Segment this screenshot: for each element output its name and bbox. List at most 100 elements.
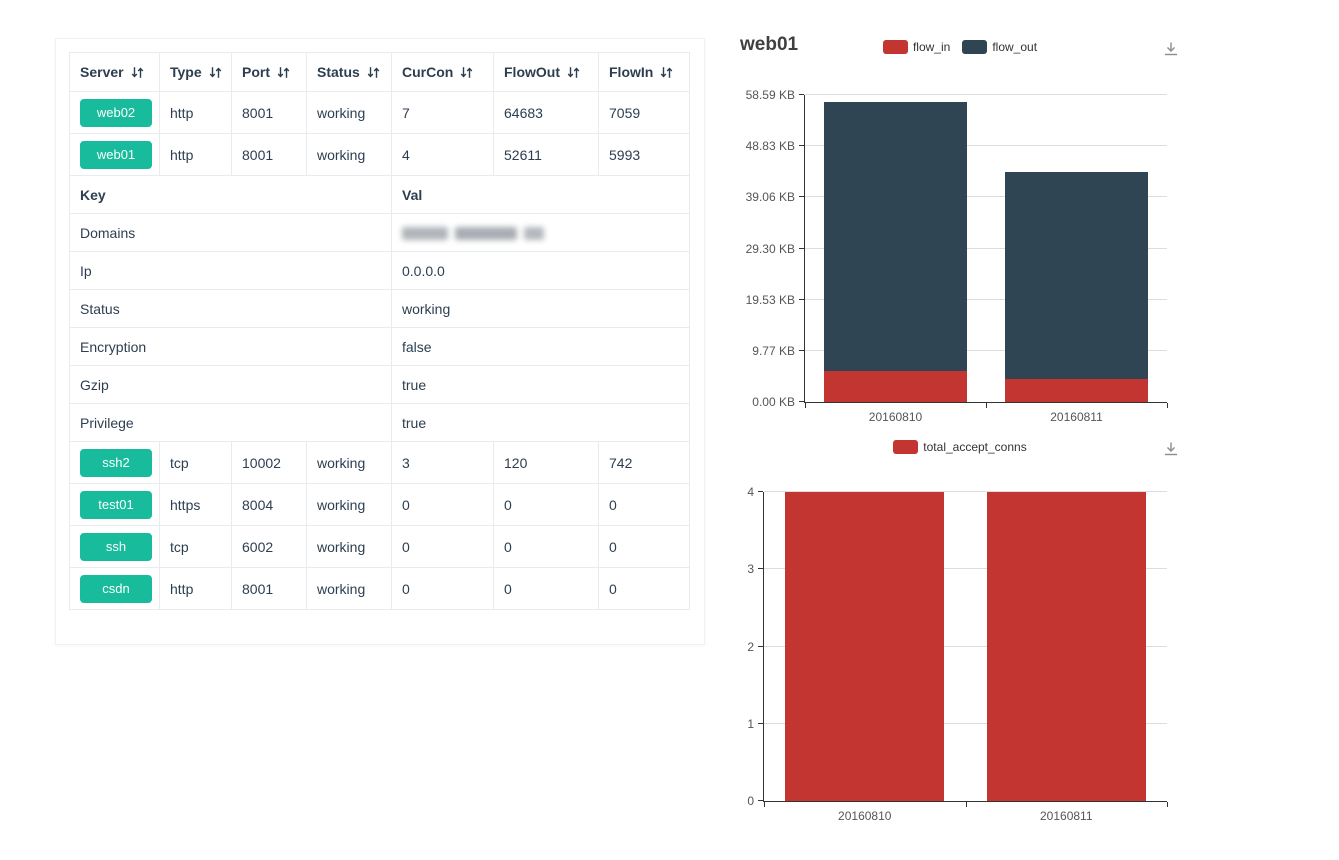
table-row: ssh tcp 6002 working 0 0 0: [69, 525, 690, 568]
legend-item-flow-in[interactable]: flow_in: [882, 40, 950, 54]
bar-segment-total_accept_conns[interactable]: [986, 492, 1146, 801]
kv-key-cell: Gzip: [69, 365, 392, 404]
redacted-block: [402, 227, 448, 241]
bar-segment-flow_in[interactable]: [1005, 378, 1148, 402]
bar-segment-total_accept_conns[interactable]: [785, 492, 945, 801]
cell-flowout: 120: [493, 441, 599, 484]
chart-legend: total_accept_conns: [730, 440, 1190, 454]
cell-server: ssh: [69, 525, 160, 568]
y-axis-label: 48.83 KB: [745, 139, 795, 154]
download-icon[interactable]: [1162, 440, 1180, 458]
kv-row: Domains: [69, 213, 690, 252]
sort-icon[interactable]: [660, 66, 673, 79]
y-axis-tick: [799, 145, 804, 147]
col-label: CurCon: [402, 64, 454, 80]
legend-item-total-accept-conns[interactable]: total_accept_conns: [893, 440, 1027, 454]
x-axis-tick: [764, 802, 765, 807]
cell-flowin: 0: [598, 567, 690, 610]
kv-key-cell: Domains: [69, 213, 392, 252]
kv-val-header: Val: [391, 175, 690, 214]
sort-icon[interactable]: [277, 66, 290, 79]
cell-flowin: 0: [598, 525, 690, 568]
server-table-body: Server Type Port Status CurCon FlowOut FlowIn …: [69, 52, 690, 610]
kv-key-cell: Ip: [69, 251, 392, 290]
col-header-flowin[interactable]: FlowIn: [598, 52, 690, 92]
cell-type: tcp: [159, 525, 232, 568]
cell-status: working: [306, 483, 392, 526]
kv-row: Privilege true: [69, 403, 690, 442]
x-axis-label: 20160811: [1040, 809, 1093, 823]
cell-server: web02: [69, 91, 160, 134]
cell-curcon: 4: [391, 133, 494, 176]
y-axis-tick: [799, 94, 804, 95]
legend-item-flow-out[interactable]: flow_out: [962, 40, 1037, 54]
y-axis-label: 0.00 KB: [752, 395, 795, 409]
cell-status: working: [306, 91, 392, 134]
col-header-type[interactable]: Type: [159, 52, 232, 92]
table-header-row: Server Type Port Status CurCon FlowOut FlowIn: [69, 52, 690, 92]
server-button[interactable]: test01: [80, 490, 152, 519]
y-axis-label: 29.30 KB: [745, 241, 795, 256]
gridline: [805, 298, 1167, 300]
y-axis-tick: [758, 645, 763, 647]
sort-icon[interactable]: [567, 66, 580, 79]
chart-plot-area: 0 1 2 3 4 20160810 20160811: [747, 485, 1168, 823]
sort-icon[interactable]: [131, 66, 144, 79]
kv-key-header: Key: [69, 175, 392, 214]
server-button[interactable]: web01: [80, 140, 152, 169]
kv-key-cell: Status: [69, 289, 392, 328]
cell-server: ssh2: [69, 441, 160, 484]
chart-legend: flow_in flow_out: [730, 40, 1190, 54]
server-button[interactable]: ssh: [80, 532, 152, 561]
col-header-status[interactable]: Status: [306, 52, 392, 92]
legend-label: flow_out: [992, 40, 1038, 54]
col-label: FlowIn: [609, 64, 654, 80]
x-axis-label: 20160811: [1050, 410, 1103, 424]
server-button[interactable]: csdn: [80, 574, 152, 603]
col-label: Port: [242, 64, 270, 80]
bar-segment-flow_out[interactable]: [1005, 171, 1148, 379]
y-axis-label: 58.59 KB: [745, 88, 795, 102]
cell-flowin: 5993: [598, 133, 690, 176]
cell-curcon: 0: [391, 567, 494, 610]
conns-chart-panel: total_accept_conns 0 1 2 3 4 20160810 20160811: [730, 428, 1190, 838]
x-axis-label: 20160810: [838, 809, 892, 823]
flow-chart-panel: web01 flow_in flow_out 0.00 KB 9.77 KB 19.…: [730, 28, 1190, 428]
col-header-curcon[interactable]: CurCon: [391, 52, 494, 92]
cell-server: web01: [69, 133, 160, 176]
bar-segment-flow_out[interactable]: [824, 102, 967, 372]
cell-port: 10002: [231, 441, 307, 484]
y-axis-tick: [799, 349, 804, 351]
cell-type: https: [159, 483, 232, 526]
cell-curcon: 3: [391, 441, 494, 484]
cell-type: http: [159, 567, 232, 610]
cell-flowout: 0: [493, 525, 599, 568]
cell-flowout: 0: [493, 483, 599, 526]
server-button[interactable]: ssh2: [80, 448, 152, 477]
sort-icon[interactable]: [209, 66, 222, 79]
col-header-flowout[interactable]: FlowOut: [493, 52, 599, 92]
server-table: Server Type Port Status CurCon FlowOut FlowIn …: [69, 52, 690, 610]
sort-icon[interactable]: [460, 66, 473, 79]
x-axis-tick: [805, 403, 806, 408]
cell-type: http: [159, 133, 232, 176]
y-axis-tick: [758, 491, 763, 492]
kv-header-row: Key Val: [69, 175, 690, 214]
legend-swatch: [882, 40, 908, 54]
y-axis-tick: [799, 247, 804, 249]
bar-segment-flow_in[interactable]: [824, 371, 967, 402]
gridline: [805, 349, 1167, 351]
table-row: web01 http 8001 working 4 52611 5993: [69, 133, 690, 176]
legend-swatch: [962, 40, 988, 54]
col-header-port[interactable]: Port: [231, 52, 307, 92]
kv-key-cell: Encryption: [69, 327, 392, 366]
server-button[interactable]: web02: [80, 98, 152, 127]
col-label: Server: [80, 64, 124, 80]
sort-icon[interactable]: [367, 66, 380, 79]
kv-val-cell: 0.0.0.0: [391, 251, 690, 290]
download-icon[interactable]: [1162, 40, 1180, 58]
col-header-server[interactable]: Server: [69, 52, 160, 92]
bar-slot: [966, 492, 1168, 801]
x-axis-tick: [965, 802, 967, 807]
gridline: [805, 145, 1167, 147]
